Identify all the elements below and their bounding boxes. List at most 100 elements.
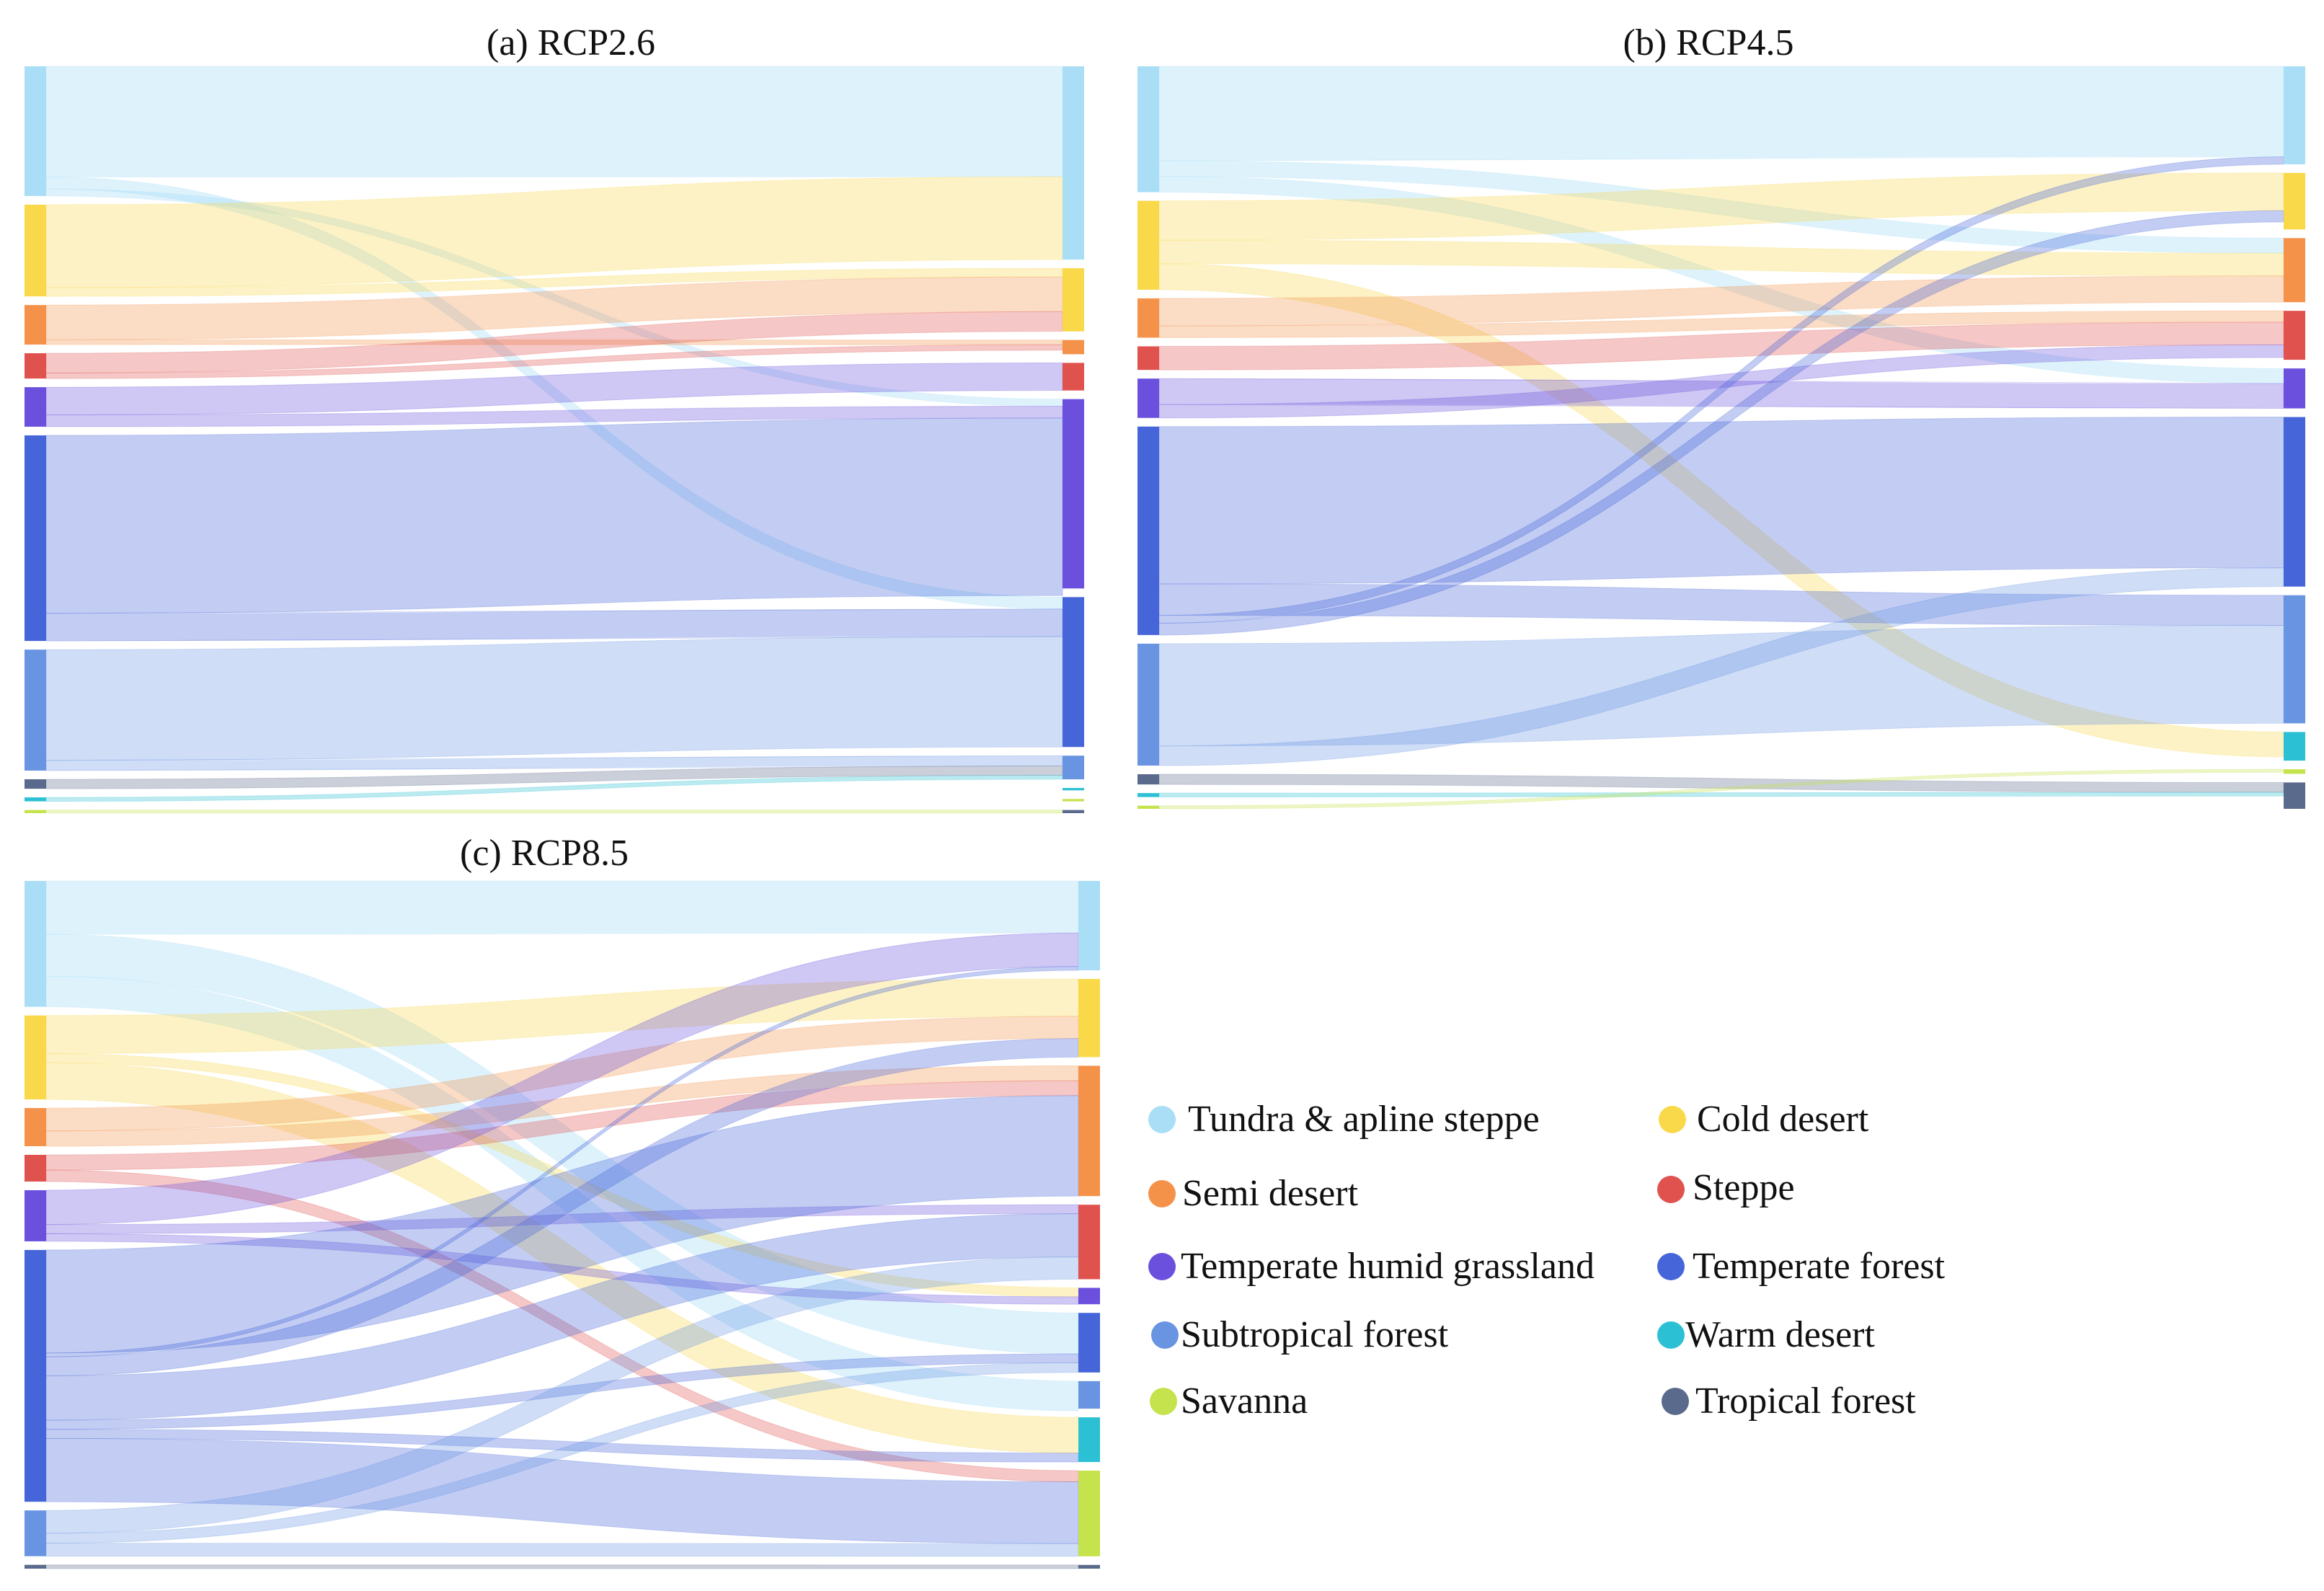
node-left-sav [1137, 805, 1159, 809]
node-right-thg [1063, 399, 1084, 589]
legend-label-steppe: Steppe [1693, 1167, 1795, 1208]
node-right-steppe [2284, 311, 2305, 360]
node-left-tundra [1137, 66, 1159, 192]
node-left-tf [25, 1249, 46, 1502]
flow-subf-to-subf [1158, 625, 2284, 747]
node-right-tundra [1078, 881, 1100, 970]
legend-swatch-temperate-humid-grassland [1148, 1253, 1176, 1280]
legend-swatch-savanna [1150, 1388, 1177, 1415]
legend-item-temperate-humid-grassland: Temperate humid grassland [1148, 1246, 1595, 1287]
node-left-wd [1137, 793, 1159, 797]
node-right-steppe [1078, 1205, 1100, 1280]
node-left-thg [25, 1190, 46, 1241]
legend-swatch-temperate-forest [1657, 1253, 1685, 1280]
nodes [1137, 66, 2305, 809]
flow-cold-to-cold [1158, 172, 2284, 241]
node-left-sav [25, 810, 46, 813]
flow-tf-to-semi [45, 1095, 1079, 1354]
flow-tf-to-tf [45, 608, 1063, 642]
flow-subf-to-tf [45, 1362, 1079, 1544]
flow-trop-to-trop [45, 1564, 1079, 1569]
node-left-semi [25, 1108, 46, 1146]
flows [45, 66, 1063, 814]
legend-label-temperate-humid-grassland: Temperate humid grassland [1181, 1246, 1595, 1287]
node-right-thg [1078, 1288, 1100, 1305]
node-right-sav [1063, 799, 1084, 802]
node-left-trop [1137, 774, 1159, 785]
flow-wd-to-trop [1158, 792, 2284, 798]
flow-tf-to-cold [45, 1038, 1079, 1377]
node-left-tundra [25, 66, 46, 196]
flow-subf-to-sav [45, 1543, 1079, 1557]
flow-tundra-to-tundra [45, 880, 1079, 935]
legend-label-cold-desert: Cold desert [1697, 1099, 1869, 1140]
legend-label-temperate-forest: Temperate forest [1693, 1246, 1946, 1287]
flow-thg-to-thg [45, 1233, 1079, 1305]
legend-label-tropical-forest: Tropical forest [1695, 1381, 1916, 1422]
flow-tf-to-thg [45, 417, 1063, 614]
flow-semi-to-semi [1158, 275, 2284, 327]
legend-swatch-tropical-forest [1662, 1388, 1689, 1415]
flow-wd-to-subf [45, 775, 1063, 802]
node-right-wd [2284, 732, 2305, 761]
node-right-cold [1078, 978, 1100, 1058]
node-right-steppe [1063, 363, 1084, 391]
legend-label-tundra: Tundra & apline steppe [1188, 1099, 1540, 1140]
flow-tundra-to-subf [45, 975, 1079, 1411]
panel-title-rcp26: (a) RCP2.6 [487, 22, 655, 63]
node-right-trop [1078, 1564, 1100, 1569]
legend-label-warm-desert: Warm desert [1685, 1314, 1875, 1355]
node-left-semi [1137, 298, 1159, 338]
flow-subf-to-tf [45, 636, 1063, 761]
legend-item-semi-desert: Semi desert [1148, 1173, 1359, 1214]
node-right-subf [1063, 755, 1084, 780]
nodes [25, 881, 1100, 1569]
node-right-cold [2284, 172, 2305, 230]
node-left-semi [25, 305, 46, 345]
legend-label-semi-desert: Semi desert [1182, 1173, 1359, 1214]
panel-title-rcp45: (b) RCP4.5 [1623, 22, 1794, 63]
node-left-thg [25, 387, 46, 427]
flow-sav-to-trop [45, 810, 1063, 814]
legend-swatch-cold-desert [1659, 1106, 1686, 1133]
panel-rcp85: (c) RCP8.5 [25, 833, 1100, 1569]
node-right-thg [2284, 368, 2305, 409]
node-right-semi [1078, 1065, 1100, 1197]
node-right-cold [1063, 268, 1084, 332]
node-right-semi [1063, 340, 1084, 355]
node-right-tundra [2284, 66, 2305, 164]
node-right-sav [2284, 769, 2305, 774]
flow-tf-to-tf [1158, 417, 2284, 585]
legend-item-savanna: Savanna [1150, 1381, 1308, 1422]
flows [1158, 66, 2284, 810]
legend-item-temperate-forest: Temperate forest [1657, 1246, 1946, 1287]
node-left-wd [25, 797, 46, 802]
legend-swatch-warm-desert [1657, 1321, 1685, 1349]
node-left-tundra [25, 881, 46, 1007]
flows [45, 880, 1079, 1569]
legend-item-cold-desert: Cold desert [1659, 1099, 1869, 1140]
node-left-thg [1137, 378, 1159, 418]
flow-tundra-to-tundra [45, 66, 1063, 178]
node-left-tf [1137, 426, 1159, 635]
node-left-steppe [25, 353, 46, 379]
legend-item-tundra: Tundra & apline steppe [1148, 1099, 1540, 1140]
legend-label-savanna: Savanna [1181, 1381, 1308, 1422]
legend-swatch-tundra [1148, 1106, 1176, 1133]
legend-swatch-subtropical-forest [1151, 1321, 1179, 1349]
node-left-subf [25, 1510, 46, 1556]
legend-item-warm-desert: Warm desert [1657, 1314, 1875, 1355]
node-left-cold [1137, 200, 1159, 290]
node-left-subf [1137, 643, 1159, 766]
legend: Tundra & apline steppe Cold desert Semi … [1148, 1099, 1946, 1422]
node-left-steppe [25, 1154, 46, 1182]
node-right-tf [2284, 417, 2305, 587]
legend-item-tropical-forest: Tropical forest [1662, 1381, 1916, 1422]
node-right-semi [2284, 238, 2305, 303]
flow-tf-to-tundra [1158, 156, 2284, 624]
nodes [25, 66, 1084, 813]
legend-item-steppe: Steppe [1657, 1167, 1795, 1208]
node-left-trop [25, 779, 46, 789]
flow-tundra-to-tundra [1158, 66, 2284, 161]
